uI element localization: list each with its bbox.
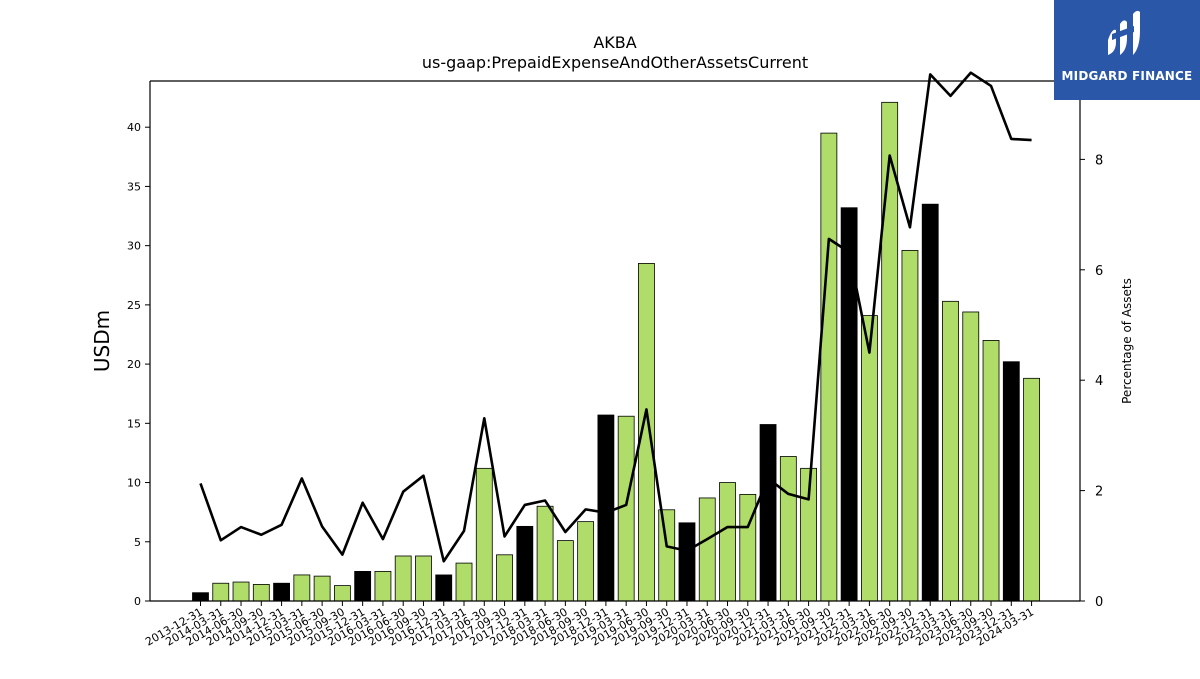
bar-2023-06-30	[963, 312, 979, 601]
bar-2023-03-31	[942, 301, 958, 601]
y2-tick-label-4: 4	[1095, 374, 1103, 389]
logo-text: MIDGARD FINANCE	[1054, 69, 1200, 83]
bar-2017-12-31	[517, 526, 533, 601]
bar-2016-03-31	[375, 571, 391, 601]
bar-2014-12-31	[274, 583, 290, 601]
y-tick-label-25: 25	[127, 299, 141, 312]
bar-2018-09-30	[578, 522, 594, 601]
y2-axis-label: Percentage of Assets	[1120, 278, 1134, 404]
y2-tick-label-0: 0	[1095, 595, 1103, 610]
bar-2019-03-31	[618, 416, 634, 601]
y2-tick-label-6: 6	[1095, 264, 1103, 279]
bar-2022-03-31	[861, 316, 877, 601]
bar-2021-12-31	[841, 208, 857, 601]
bar-2016-06-30	[395, 556, 411, 601]
y-tick-label-5: 5	[134, 536, 141, 549]
bar-2014-09-30	[253, 584, 269, 601]
y-tick-label-40: 40	[127, 121, 141, 134]
bar-2021-03-31	[780, 456, 796, 601]
bar-2023-09-30	[983, 340, 999, 601]
chart-subtitle: us-gaap:PrepaidExpenseAndOtherAssetsCurr…	[422, 53, 808, 72]
bar-2016-12-31	[436, 575, 452, 601]
y-tick-label-35: 35	[127, 180, 141, 193]
bar-2015-12-31	[355, 571, 371, 601]
bar-2021-09-30	[821, 133, 837, 601]
bar-2017-09-30	[497, 555, 513, 601]
y2-tick-label-2: 2	[1095, 485, 1103, 500]
bar-2017-06-30	[476, 468, 492, 601]
y-tick-label-30: 30	[127, 240, 141, 253]
y-tick-label-10: 10	[127, 477, 141, 490]
midgard-finance-logo: MIDGARD FINANCE	[1054, 0, 1200, 100]
y2-tick-label-8: 8	[1095, 153, 1103, 168]
bar-2013-12-31	[193, 593, 209, 601]
midgard-logo-icon	[1054, 0, 1200, 70]
bar-2014-03-31	[213, 583, 229, 601]
y-axis-label: USDm	[90, 310, 114, 372]
chart-title: AKBA	[593, 33, 636, 52]
bar-2020-06-30	[720, 483, 736, 601]
y-tick-label-15: 15	[127, 417, 141, 430]
bar-2014-06-30	[233, 582, 249, 601]
bar-2017-03-31	[456, 563, 472, 601]
bar-2024-03-31	[1024, 378, 1040, 601]
bar-2019-12-31	[679, 523, 695, 601]
bar-2018-12-31	[598, 415, 614, 601]
y-tick-label-0: 0	[134, 595, 141, 608]
bar-2020-12-31	[760, 425, 776, 601]
bar-2018-06-30	[557, 541, 573, 601]
bar-2020-03-31	[699, 498, 715, 601]
bar-2016-09-30	[415, 556, 431, 601]
y-tick-label-20: 20	[127, 358, 141, 371]
bar-2015-06-30	[314, 576, 330, 601]
bar-2015-09-30	[334, 586, 350, 601]
bar-2023-12-31	[1003, 362, 1019, 601]
bar-2022-09-30	[902, 250, 918, 601]
bar-2019-09-30	[659, 510, 675, 601]
bar-2015-03-31	[294, 575, 310, 601]
bars-layer	[193, 102, 1040, 601]
bar-2022-12-31	[922, 204, 938, 601]
bar-2018-03-31	[537, 506, 553, 601]
